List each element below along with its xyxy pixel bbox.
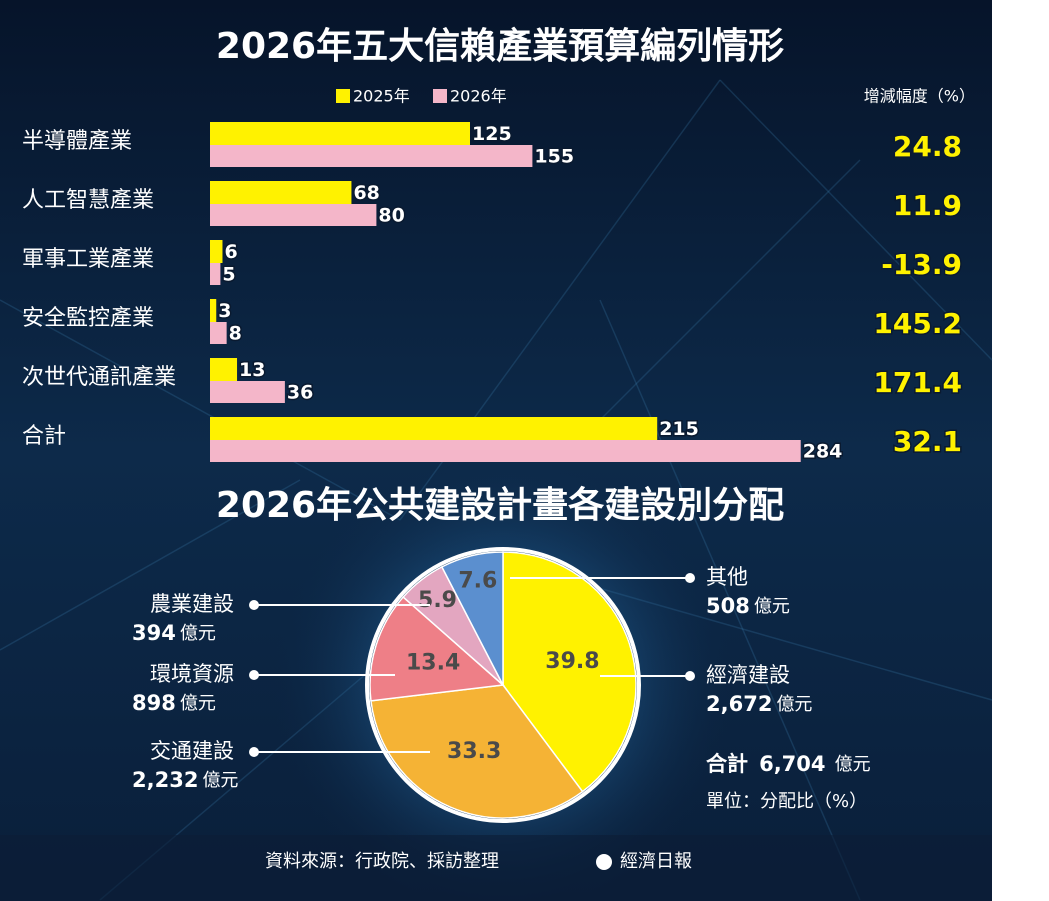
amount-unit: 億元: [776, 694, 812, 715]
amount-unit: 億元: [180, 693, 216, 714]
total-unit: 億元: [835, 754, 871, 775]
change-value: 24.8: [893, 130, 962, 163]
footer-band: [0, 835, 992, 901]
callout-dot: [249, 600, 259, 610]
pie-slice: [502, 551, 637, 793]
value-label: 155: [534, 146, 574, 168]
value-label: 125: [472, 123, 512, 145]
pie-slice: [440, 551, 504, 686]
total-label: 合計: [706, 752, 748, 776]
category-label: 次世代通訊產業: [22, 365, 176, 390]
logo-icon: [596, 854, 612, 870]
bar: [210, 145, 533, 167]
value-label: 5: [222, 264, 235, 286]
value-label: 284: [803, 441, 843, 463]
bar: [210, 299, 217, 322]
amount-value: 2,672: [706, 692, 772, 716]
bar: [210, 322, 227, 344]
value-label: 215: [659, 418, 699, 440]
slice-label: 33.3: [447, 739, 501, 764]
change-value: 32.1: [893, 425, 962, 458]
change-header: 增減幅度（%）: [864, 87, 975, 106]
source: 資料來源：行政院、採訪整理: [265, 851, 499, 872]
total-value: 6,704: [759, 752, 825, 776]
chart-title: 2026年五大信賴產業預算編列情形: [216, 26, 784, 67]
callout-amount: 394 億元: [132, 621, 216, 645]
bar: [210, 181, 352, 204]
value-label: 6: [224, 241, 237, 263]
value-label: 68: [353, 182, 379, 204]
callout-amount: 898 億元: [132, 691, 216, 715]
slice-label: 39.8: [545, 649, 599, 674]
category-label: 合計: [22, 424, 66, 449]
unit-note: 單位：分配比（%）: [706, 791, 867, 812]
category-label: 軍事工業產業: [22, 247, 154, 272]
value-label: 80: [378, 205, 404, 227]
bar: [210, 417, 658, 440]
legend-swatch: [336, 89, 350, 103]
change-value: 171.4: [873, 366, 962, 399]
publisher: 經濟日報: [620, 851, 692, 872]
bar: [210, 358, 238, 381]
callout-name: 交通建設: [150, 739, 234, 763]
bar: [210, 440, 801, 462]
callout-name: 經濟建設: [706, 663, 790, 687]
callout-dot: [685, 573, 695, 583]
bar: [210, 263, 221, 285]
callout-name: 其他: [706, 565, 748, 589]
pie-slice: [370, 684, 584, 819]
value-label: 3: [218, 300, 231, 322]
amount-value: 394: [132, 621, 176, 645]
pie-slice: [369, 595, 505, 702]
callout-name: 環境資源: [150, 662, 234, 686]
callout-amount: 2,232 億元: [132, 768, 238, 792]
category-label: 人工智慧產業: [22, 188, 154, 213]
bar: [210, 240, 223, 263]
bar: [210, 204, 377, 226]
legend-label: 2026年: [450, 87, 507, 106]
amount-value: 508: [706, 594, 750, 618]
callout-dot: [249, 747, 259, 757]
callout-amount: 2,672 億元: [706, 692, 812, 716]
amount-value: 2,232: [132, 768, 198, 792]
value-label: 36: [287, 382, 313, 404]
bar: [210, 122, 470, 145]
callout-dot: [249, 670, 259, 680]
category-label: 半導體產業: [22, 129, 132, 154]
bar: [210, 381, 285, 403]
change-value: 145.2: [873, 307, 962, 340]
value-label: 8: [229, 323, 242, 345]
change-value: -13.9: [881, 248, 962, 281]
callout-amount: 508 億元: [706, 594, 790, 618]
slice-label: 5.9: [418, 588, 457, 613]
chart-title: 2026年公共建設計畫各建設別分配: [216, 485, 784, 526]
amount-value: 898: [132, 691, 176, 715]
pie-total: 合計 6,704 億元: [706, 752, 871, 776]
callout-dot: [685, 671, 695, 681]
value-label: 13: [239, 359, 265, 381]
category-label: 安全監控產業: [22, 306, 154, 331]
change-value: 11.9: [893, 189, 962, 222]
amount-unit: 億元: [202, 770, 238, 791]
callout-name: 農業建設: [150, 592, 234, 616]
legend-swatch: [433, 89, 447, 103]
slice-label: 13.4: [406, 650, 460, 675]
amount-unit: 億元: [180, 623, 216, 644]
pie-border: [365, 547, 641, 823]
amount-unit: 億元: [754, 596, 790, 617]
legend-label: 2025年: [353, 87, 410, 106]
slice-label: 7.6: [458, 569, 497, 594]
